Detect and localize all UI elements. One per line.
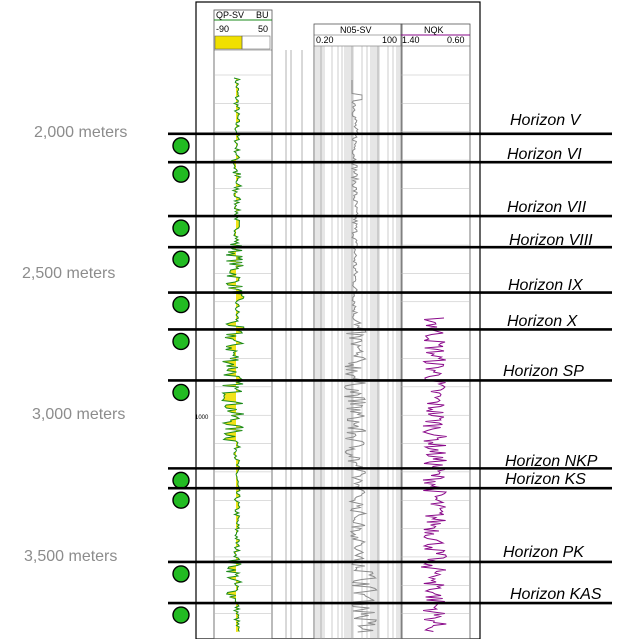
res-scale-max: 100 xyxy=(382,35,397,45)
depth-label-2000: 2,000 meters xyxy=(34,124,127,141)
res-curve-title: N05-SV xyxy=(340,25,372,35)
gr-curve xyxy=(221,77,245,632)
horizon-marker xyxy=(172,165,190,183)
log-frame xyxy=(195,1,481,639)
gr-scale-min: -90 xyxy=(216,24,229,34)
gr-track-border xyxy=(213,9,273,639)
horizon-label-vi: Horizon VI xyxy=(507,146,582,163)
horizon-marker xyxy=(172,219,190,237)
horizon-label-kas: Horizon KAS xyxy=(510,586,602,603)
depth-label-2500: 2,500 meters xyxy=(22,265,115,282)
nqk-track-border xyxy=(400,23,471,639)
nqk-scale-min: 1.40 xyxy=(402,35,420,45)
gr-scale-max: 50 xyxy=(258,24,268,34)
nqk-track-header: NQK 1.40 0.60 xyxy=(402,25,465,45)
nqk-curve-title: NQK xyxy=(424,25,444,35)
res-track-border xyxy=(313,23,403,639)
horizon-label-ks: Horizon KS xyxy=(505,471,586,488)
scale-label: 1000 xyxy=(195,415,209,421)
horizon-label-viii: Horizon VIII xyxy=(509,232,593,249)
horizon-label-sp: Horizon SP xyxy=(503,363,584,380)
depth-label-3500: 3,500 meters xyxy=(24,548,117,565)
horizon-label-v: Horizon V xyxy=(510,112,582,129)
horizon-marker xyxy=(172,491,190,509)
horizon-marker xyxy=(172,606,190,624)
horizon-marker xyxy=(172,295,190,314)
gr-track-header: QP-SV BU -90 50 xyxy=(216,10,269,34)
gr-fill-swatch xyxy=(214,35,243,50)
horizon-marker xyxy=(172,471,190,490)
horizon-label-vii: Horizon VII xyxy=(507,199,587,216)
horizon-label-x: Horizon X xyxy=(507,313,579,330)
res-track-header: N05-SV 0.20 100 xyxy=(316,25,397,45)
gr-curve-title: QP-SV xyxy=(216,10,244,20)
horizon-label-ix: Horizon IX xyxy=(508,277,584,294)
gr-fill-swatch-empty xyxy=(241,35,271,50)
log-outer-border xyxy=(195,1,481,639)
horizon-marker xyxy=(172,383,190,402)
log-curves xyxy=(221,77,448,633)
res-curve xyxy=(343,80,378,633)
horizon-label-pk: Horizon PK xyxy=(503,544,585,561)
nqk-curve xyxy=(421,317,448,632)
horizon-marker xyxy=(172,332,190,351)
horizon-marker xyxy=(172,565,190,583)
nqk-scale-max: 0.60 xyxy=(447,35,465,45)
horizon-lines xyxy=(168,132,612,624)
horizon-marker xyxy=(172,250,190,268)
depth-label-3000: 3,000 meters xyxy=(32,406,125,423)
gr-curve-unit: BU xyxy=(256,10,269,20)
horizon-marker xyxy=(172,137,190,155)
res-scale-min: 0.20 xyxy=(316,35,334,45)
horizon-label-nkp: Horizon NKP xyxy=(505,453,598,470)
